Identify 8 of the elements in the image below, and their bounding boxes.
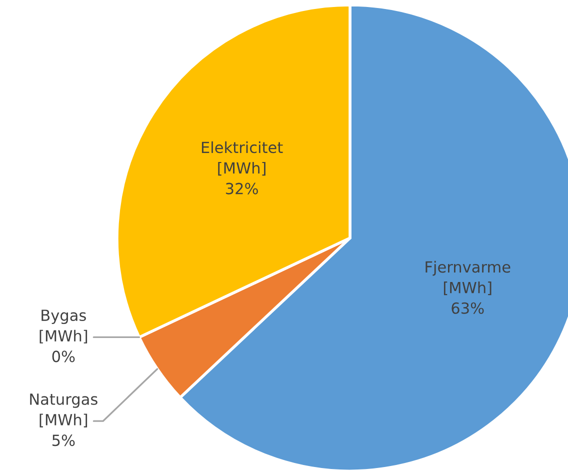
slice-label: Elektricitet [MWh]: [202, 141, 283, 176]
data-label: 63%: [452, 302, 484, 314]
slice-label: Fjernvarme [MWh]: [426, 260, 510, 296]
text: 0%: [52, 350, 75, 362]
legend-label: Bygas [MWh]: [40, 310, 88, 344]
data-label: 32%: [226, 182, 258, 194]
slice-label: Naturgas [MWh]: [30, 394, 98, 428]
data-label: 5%: [52, 434, 75, 446]
